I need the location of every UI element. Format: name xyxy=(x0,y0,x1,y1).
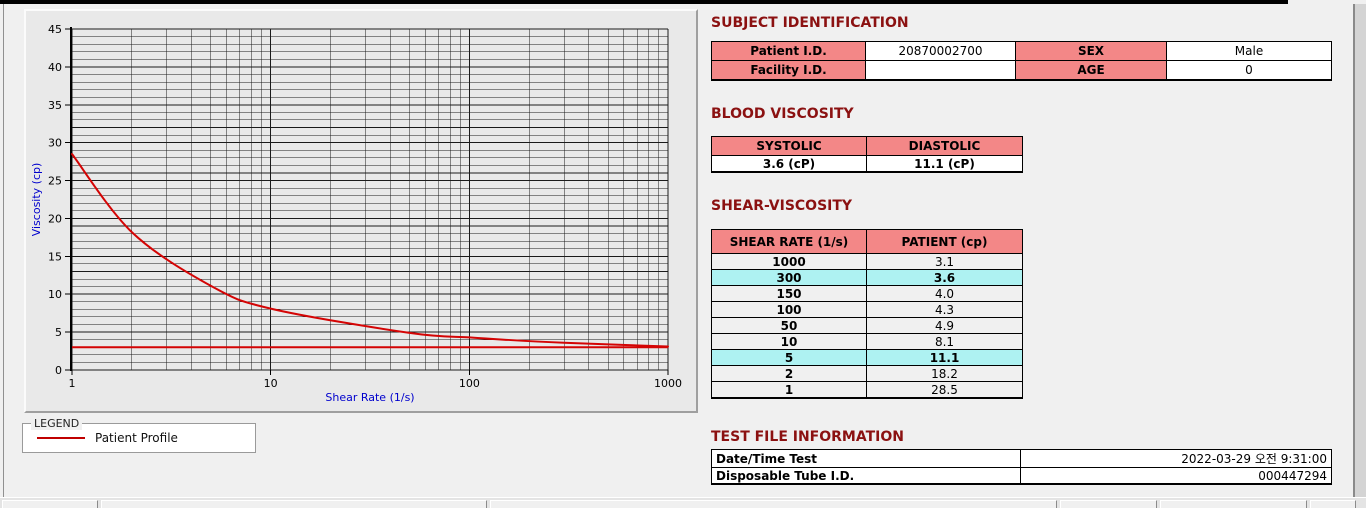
shear-rate-cell: 100 xyxy=(711,301,867,318)
shear-rate-cell: 1000 xyxy=(711,253,867,270)
patient-viscosity-cell: 3.1 xyxy=(866,253,1023,270)
bottom-button-4[interactable] xyxy=(1060,500,1157,508)
svg-text:10: 10 xyxy=(264,377,278,390)
svg-text:1: 1 xyxy=(69,377,76,390)
svg-text:Viscosity (cp): Viscosity (cp) xyxy=(30,163,43,237)
shear-table-row: 10 8.1 xyxy=(711,333,1023,350)
bottom-button-6[interactable] xyxy=(1310,500,1356,508)
shear-rate-cell: 50 xyxy=(711,317,867,334)
disposable-tube-id-value: 000447294 xyxy=(1020,467,1332,485)
table-row: Patient I.D. 20870002700 SEX Male xyxy=(711,41,1332,61)
date-time-test-value: 2022-03-29 오전 9:31:00 xyxy=(1020,449,1332,468)
blood-viscosity-table: SYSTOLIC DIASTOLIC 3.6 (cP) 11.1 (cP) xyxy=(711,136,1023,173)
patient-id-label: Patient I.D. xyxy=(711,41,866,61)
date-time-test-label: Date/Time Test xyxy=(711,449,1021,468)
window-top-bar xyxy=(0,0,1288,4)
svg-text:5: 5 xyxy=(55,326,62,339)
bottom-button-strip xyxy=(0,497,1366,508)
subject-identification-title: SUBJECT IDENTIFICATION xyxy=(711,15,909,31)
shear-table-row: 50 4.9 xyxy=(711,317,1023,334)
shear-rate-cell: 300 xyxy=(711,269,867,286)
svg-text:1000: 1000 xyxy=(654,377,682,390)
svg-text:25: 25 xyxy=(48,175,62,188)
sex-value: Male xyxy=(1166,41,1332,61)
shear-rate-cell: 1 xyxy=(711,381,867,399)
patient-viscosity-cell: 28.5 xyxy=(866,381,1023,399)
shear-table-row: 300 3.6 xyxy=(711,269,1023,286)
viscosity-chart: 0 5 10 15 20 25 30 35 40 45 1 10 100 1000 Viscosity (c… xyxy=(30,23,682,404)
systolic-header: SYSTOLIC xyxy=(711,136,867,156)
subject-identification-table: Patient I.D. 20870002700 SEX Male Facili… xyxy=(711,41,1332,81)
disposable-tube-id-label: Disposable Tube I.D. xyxy=(711,467,1021,485)
shear-viscosity-table: SHEAR RATE (1/s) PATIENT (cp) 1000 3.1 300… xyxy=(711,229,1023,399)
window-right-border xyxy=(1353,4,1355,508)
patient-viscosity-cell: 18.2 xyxy=(866,365,1023,382)
shear-rate-cell: 2 xyxy=(711,365,867,382)
patient-viscosity-cell: 4.9 xyxy=(866,317,1023,334)
table-row: Date/Time Test 2022-03-29 오전 9:31:00 xyxy=(711,449,1332,468)
legend-series-label: Patient Profile xyxy=(95,431,178,445)
shear-table-row: 1000 3.1 xyxy=(711,253,1023,270)
shear-rate-cell: 150 xyxy=(711,285,867,302)
facility-id-value xyxy=(865,60,1016,81)
table-row: Disposable Tube I.D. 000447294 xyxy=(711,467,1332,485)
svg-text:15: 15 xyxy=(48,250,62,263)
shear-table-row: 2 18.2 xyxy=(711,365,1023,382)
shear-table-row: 1 28.5 xyxy=(711,381,1023,399)
patient-viscosity-cell: 8.1 xyxy=(866,333,1023,350)
patient-viscosity-cell: 4.0 xyxy=(866,285,1023,302)
diastolic-header: DIASTOLIC xyxy=(866,136,1023,156)
svg-text:35: 35 xyxy=(48,99,62,112)
blood-viscosity-title: BLOOD VISCOSITY xyxy=(711,106,854,122)
sex-label: SEX xyxy=(1015,41,1167,61)
chart-legend: LEGEND Patient Profile xyxy=(22,417,256,453)
svg-text:40: 40 xyxy=(48,61,62,74)
facility-id-label: Facility I.D. xyxy=(711,60,866,81)
shear-table-body: 1000 3.1 300 3.6 150 4.0 100 4.3 50 4.9 10 8.1 5 11.1… xyxy=(711,253,1023,399)
patient-viscosity-cell: 4.3 xyxy=(866,301,1023,318)
age-label: AGE xyxy=(1015,60,1167,81)
patient-viscosity-cell: 11.1 xyxy=(866,349,1023,366)
test-file-information-table: Date/Time Test 2022-03-29 오전 9:31:00 Dis… xyxy=(711,449,1332,485)
patient-cp-header: PATIENT (cp) xyxy=(866,229,1023,254)
svg-text:0: 0 xyxy=(55,364,62,377)
svg-text:30: 30 xyxy=(48,137,62,150)
table-row: SYSTOLIC DIASTOLIC xyxy=(711,136,1023,156)
age-value: 0 xyxy=(1166,60,1332,81)
window-left-border xyxy=(3,4,4,508)
shear-table-row: 5 11.1 xyxy=(711,349,1023,366)
shear-rate-cell: 10 xyxy=(711,333,867,350)
diastolic-value: 11.1 (cP) xyxy=(866,155,1023,173)
table-row: Facility I.D. AGE 0 xyxy=(711,60,1332,81)
svg-text:100: 100 xyxy=(459,377,480,390)
window-right-edge xyxy=(1355,4,1366,508)
shear-table-row: 100 4.3 xyxy=(711,301,1023,318)
patient-id-value: 20870002700 xyxy=(865,41,1016,61)
shear-viscosity-title: SHEAR-VISCOSITY xyxy=(711,198,853,214)
svg-text:10: 10 xyxy=(48,288,62,301)
svg-text:45: 45 xyxy=(48,23,62,36)
table-header-row: SHEAR RATE (1/s) PATIENT (cp) xyxy=(711,229,1023,254)
legend-title: LEGEND xyxy=(31,417,83,430)
bottom-button-3[interactable] xyxy=(490,500,1057,508)
bottom-button-5[interactable] xyxy=(1160,500,1307,508)
table-row: 3.6 (cP) 11.1 (cP) xyxy=(711,155,1023,173)
patient-viscosity-cell: 3.6 xyxy=(866,269,1023,286)
bottom-button-2[interactable] xyxy=(101,500,487,508)
svg-text:Shear Rate (1/s): Shear Rate (1/s) xyxy=(325,391,414,404)
shear-rate-header: SHEAR RATE (1/s) xyxy=(711,229,867,254)
svg-text:20: 20 xyxy=(48,212,62,225)
shear-table-row: 150 4.0 xyxy=(711,285,1023,302)
test-file-information-title: TEST FILE INFORMATION xyxy=(711,429,904,445)
viscosity-chart-panel: 0 5 10 15 20 25 30 35 40 45 1 10 100 1000 Viscosity (c… xyxy=(24,9,698,413)
systolic-value: 3.6 (cP) xyxy=(711,155,867,173)
shear-rate-cell: 5 xyxy=(711,349,867,366)
legend-line-sample xyxy=(37,437,85,439)
bottom-button-1[interactable] xyxy=(2,500,98,508)
